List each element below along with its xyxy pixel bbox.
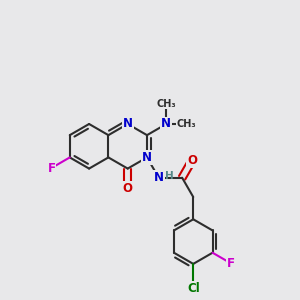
Text: F: F bbox=[227, 257, 235, 270]
Text: N: N bbox=[142, 151, 152, 164]
Text: H: H bbox=[165, 171, 173, 181]
Text: N: N bbox=[123, 118, 133, 130]
Text: O: O bbox=[187, 154, 197, 167]
Text: N: N bbox=[161, 118, 171, 130]
Text: F: F bbox=[47, 161, 56, 175]
Text: N: N bbox=[154, 171, 164, 184]
Text: CH₃: CH₃ bbox=[177, 119, 196, 129]
Text: O: O bbox=[123, 182, 133, 195]
Text: CH₃: CH₃ bbox=[157, 99, 176, 109]
Text: Cl: Cl bbox=[187, 282, 200, 295]
